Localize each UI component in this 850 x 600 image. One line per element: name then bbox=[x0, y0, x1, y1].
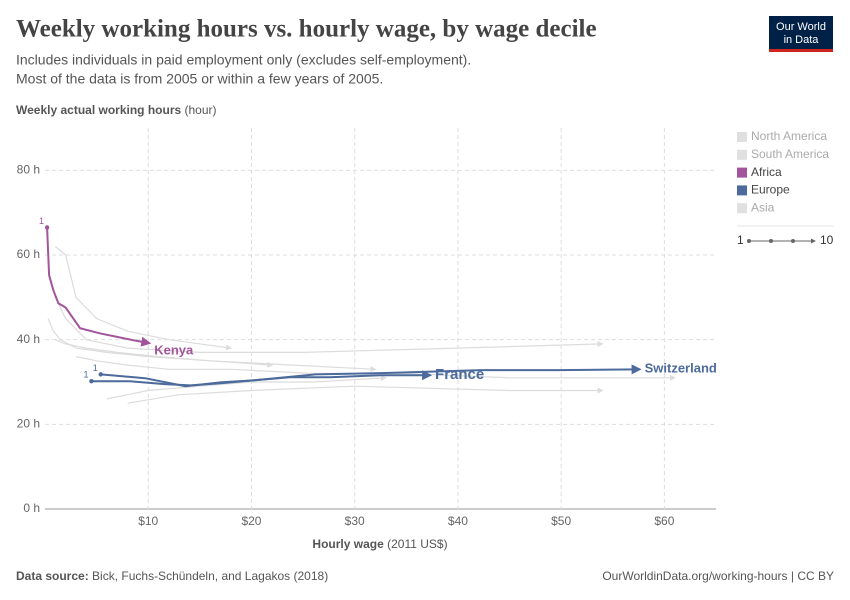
source-label: Data source: bbox=[16, 569, 89, 583]
chart-title: Weekly working hours vs. hourly wage, by… bbox=[16, 16, 597, 43]
legend-swatch bbox=[737, 203, 747, 214]
line bbox=[55, 339, 274, 368]
decile-legend-dot bbox=[747, 239, 751, 243]
start-label: 1 bbox=[83, 370, 88, 380]
y-tick-label: 60 h bbox=[17, 247, 40, 261]
x-axis-label: Hourly wage (2011 US$) bbox=[312, 537, 447, 551]
decile-legend-dot bbox=[769, 239, 773, 243]
legend-label: North America bbox=[751, 129, 827, 143]
start-label: 1 bbox=[93, 363, 98, 373]
y-tick-label: 80 h bbox=[17, 163, 40, 177]
legend-swatch bbox=[737, 132, 747, 142]
x-tick-label: $30 bbox=[345, 514, 365, 528]
line bbox=[127, 385, 604, 404]
legend-label: South America bbox=[751, 147, 829, 161]
legend-label: Asia bbox=[751, 200, 775, 214]
y-unit: (hour) bbox=[185, 103, 217, 117]
legend-swatch bbox=[737, 167, 747, 178]
decile-legend-dot bbox=[791, 239, 795, 243]
line bbox=[75, 356, 676, 381]
series-label: Switzerland bbox=[645, 361, 717, 376]
y-tick-label: 0 h bbox=[23, 501, 40, 515]
start-point bbox=[98, 372, 103, 377]
legend-label: Europe bbox=[751, 183, 790, 197]
line bbox=[46, 227, 152, 347]
x-tick-label: $50 bbox=[551, 514, 571, 528]
line bbox=[106, 375, 387, 400]
source: Data source: Bick, Fuchs-Schündeln, and … bbox=[16, 569, 328, 583]
logo-bar bbox=[769, 49, 833, 52]
subtitle: Includes individuals in paid employment … bbox=[16, 52, 471, 68]
x-tick-label: $20 bbox=[241, 514, 261, 528]
y-tick-label: 20 h bbox=[17, 417, 40, 431]
legend-swatch bbox=[737, 185, 747, 196]
start-point bbox=[89, 378, 94, 384]
subtitle: Most of the data is from 2005 or within … bbox=[16, 71, 383, 87]
x-label: Hourly wage bbox=[312, 537, 384, 551]
legend-swatch bbox=[737, 149, 747, 160]
y-tick-label: 40 h bbox=[17, 332, 40, 346]
logo-text: Our World bbox=[776, 21, 826, 33]
x-tick-label: $10 bbox=[138, 514, 158, 528]
logo-text: in Data bbox=[784, 34, 820, 46]
x-tick-label: $60 bbox=[654, 514, 674, 528]
line bbox=[54, 246, 232, 351]
series-label: France bbox=[435, 366, 484, 383]
x-unit: (2011 US$) bbox=[387, 537, 447, 551]
start-point bbox=[44, 225, 50, 230]
url[interactable]: OurWorldinData.org/working-hours | CC BY bbox=[602, 569, 834, 583]
start-label: 1 bbox=[39, 216, 44, 226]
y-axis-label: Weekly actual working hours (hour) bbox=[16, 103, 217, 117]
logo[interactable] bbox=[769, 16, 833, 52]
x-tick-label: $40 bbox=[448, 514, 468, 528]
decile-legend-end: 10 bbox=[820, 233, 834, 247]
line bbox=[47, 318, 377, 373]
source-text: Bick, Fuchs-Schündeln, and Lagakos (2018… bbox=[92, 569, 328, 583]
y-label: Weekly actual working hours bbox=[16, 103, 181, 117]
legend-label: Africa bbox=[751, 165, 782, 179]
line bbox=[100, 364, 642, 388]
series-label: Kenya bbox=[154, 342, 194, 357]
decile-legend-start: 1 bbox=[737, 233, 744, 247]
